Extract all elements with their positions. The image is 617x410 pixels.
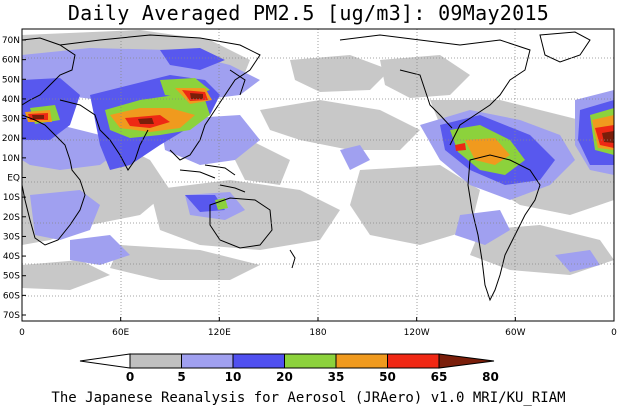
coastlines <box>22 31 591 302</box>
latitude-label: 30S <box>3 232 20 242</box>
longitude-label: 60E <box>112 328 129 338</box>
colorbar-level-label: 5 <box>177 370 185 384</box>
colorbar-level-label: 50 <box>379 370 396 384</box>
colorbar-level-label: 20 <box>276 370 293 384</box>
latitude-label: 10N <box>2 154 20 164</box>
latitude-label: 40N <box>2 95 20 105</box>
colorbar-upper-arrow <box>438 353 495 369</box>
colorbar-level-label: 10 <box>225 370 242 384</box>
latitude-label: 20N <box>2 134 20 144</box>
longitude-labels: 0 60E 120E 180 120W 60W 0 <box>19 317 617 338</box>
longitude-label: 120E <box>208 328 231 338</box>
colorbar-box <box>129 353 182 369</box>
colorbar-box <box>232 353 285 369</box>
latitude-label: 70N <box>2 36 20 46</box>
latitude-label: 50S <box>3 272 20 282</box>
latitude-label: 10S <box>3 193 20 203</box>
colorbar: 0 5 10 20 35 50 65 80 <box>79 353 499 384</box>
colorbar-level-label: 0 <box>126 370 134 384</box>
latitude-label: 20S <box>3 213 20 223</box>
longitude-label: 0 <box>19 328 25 338</box>
latitude-label: 40S <box>3 252 20 262</box>
colorbar-box <box>387 353 440 369</box>
latitude-label: 60S <box>3 291 20 301</box>
latitude-label: 70S <box>3 311 20 321</box>
colorbar-box <box>335 353 388 369</box>
colorbar-lower-arrow <box>79 353 131 369</box>
latitude-label: 30N <box>2 115 20 125</box>
latitude-label: 60N <box>2 56 20 66</box>
latitude-labels: 70N 60N 50N 40N 30N 20N 10N EQ 10S 20S 30S 40S 50S 60… <box>2 36 26 321</box>
longitude-label: 180 <box>309 328 326 338</box>
latitude-label: EQ <box>7 174 20 184</box>
colorbar-level-label: 80 <box>482 370 499 384</box>
colorbar-box <box>181 353 234 369</box>
colorbar-box <box>284 353 337 369</box>
longitude-label: 120W <box>404 328 430 338</box>
footer-credit: The Japanese Reanalysis for Aerosol (JRA… <box>51 390 566 406</box>
colorbar-level-label: 35 <box>328 370 345 384</box>
pm25-level-5-10 <box>22 30 614 290</box>
longitude-label: 60W <box>505 328 525 338</box>
longitude-label: 0 <box>611 328 617 338</box>
map-title: Daily Averaged PM2.5 [ug/m3]: 09May2015 <box>67 1 550 25</box>
graticule <box>22 29 614 321</box>
latitude-label: 50N <box>2 75 20 85</box>
colorbar-level-label: 65 <box>431 370 448 384</box>
